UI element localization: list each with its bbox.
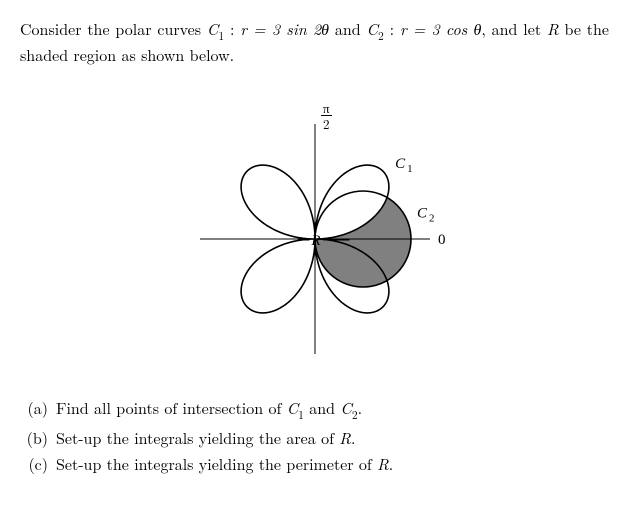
label-c2-sub: 2 <box>429 213 435 225</box>
subparts-list: (a) Find all points of intersection of C… <box>20 397 609 474</box>
subpart-c-marker: (c) <box>20 453 56 475</box>
a-c2: C <box>340 396 351 419</box>
subpart-c-text: Set-up the integrals yielding the perime… <box>56 453 393 475</box>
subpart-a-text: Find all points of intersection of C1 an… <box>56 397 362 423</box>
c1-def-pre: : <box>224 17 240 40</box>
polar-figure: π20C1C2R <box>165 79 465 369</box>
axis-label-pi-over-2: π2 <box>321 101 345 131</box>
a-c1-sub: 1 <box>298 407 304 423</box>
c2-sub: 2 <box>378 28 384 44</box>
c1-name: C <box>207 17 218 40</box>
a-c1: C <box>287 396 298 419</box>
c-R: R <box>377 452 389 475</box>
c-post: . <box>389 452 393 475</box>
subpart-b-marker: (b) <box>20 427 56 449</box>
label-region-R: R <box>310 233 320 249</box>
subpart-c: (c) Set-up the integrals yielding the pe… <box>20 453 609 475</box>
subpart-b-text: Set-up the integrals yielding the area o… <box>56 427 355 449</box>
intro-post: , and let <box>481 17 547 40</box>
a-pre: Find all points of intersection of <box>56 396 287 419</box>
c1-sub: 1 <box>218 28 224 44</box>
a-c2-sub: 2 <box>352 407 358 423</box>
label-c1-sub: 1 <box>407 163 413 175</box>
b-post: . <box>351 426 355 449</box>
c-pre: Set-up the integrals yielding the perime… <box>56 452 377 475</box>
a-post: . <box>358 396 362 419</box>
problem-statement: Consider the polar curves C1 : r = 3 sin… <box>20 18 609 65</box>
c2-def-pre: : <box>384 17 400 40</box>
intro-pre: Consider the polar curves <box>20 17 207 40</box>
and-text: and <box>329 17 367 40</box>
c1-def: r = 3 sin 2θ <box>240 17 329 40</box>
axis-label-zero: 0 <box>438 232 446 248</box>
label-c2: C <box>417 206 428 222</box>
b-pre: Set-up the integrals yielding the area o… <box>56 426 339 449</box>
R-name: R <box>547 17 559 40</box>
b-R: R <box>339 426 351 449</box>
c2-name: C <box>367 17 378 40</box>
label-c1: C <box>395 156 406 172</box>
figure-container: π20C1C2R <box>20 79 609 369</box>
subpart-a: (a) Find all points of intersection of C… <box>20 397 609 423</box>
a-mid: and <box>304 396 340 419</box>
subpart-a-marker: (a) <box>20 397 56 423</box>
c2-def: r = 3 cos θ <box>400 17 481 40</box>
subpart-b: (b) Set-up the integrals yielding the ar… <box>20 427 609 449</box>
